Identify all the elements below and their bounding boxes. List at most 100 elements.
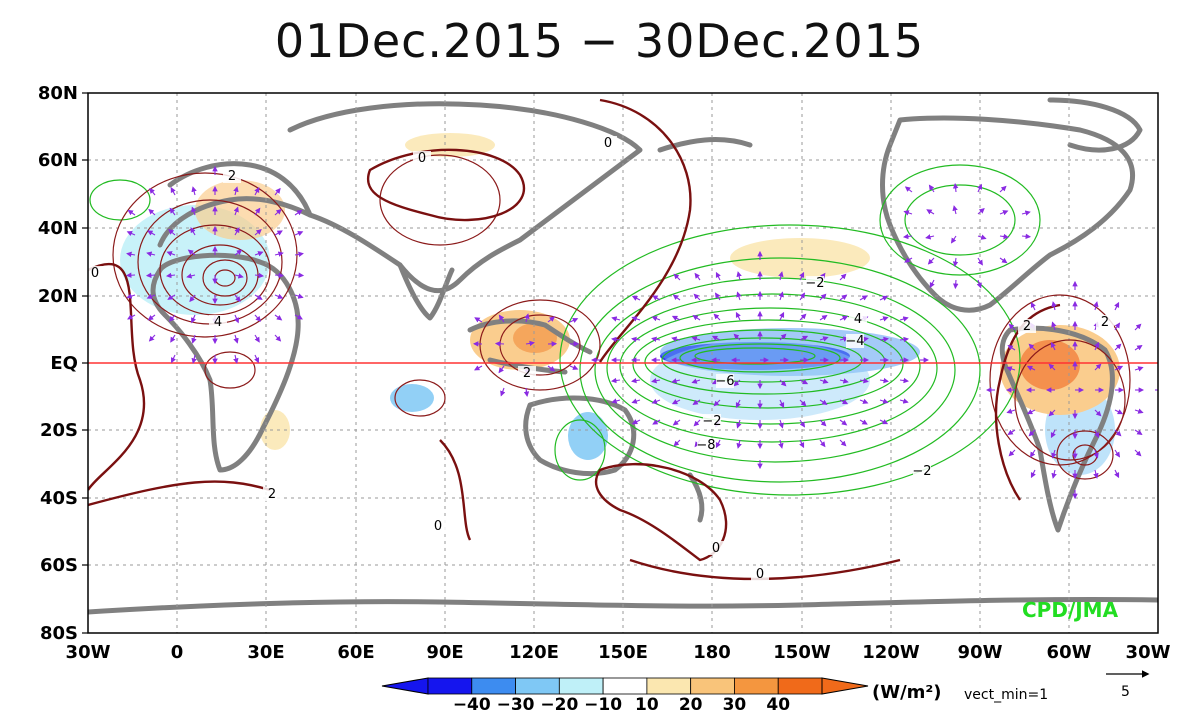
flux-vector (274, 230, 283, 236)
flux-vector (126, 231, 136, 237)
flux-vector (859, 419, 868, 425)
flux-vector (693, 293, 701, 301)
flux-vector (167, 294, 176, 300)
flux-vector (999, 210, 1009, 216)
colorbar-tick-label: −20 (540, 695, 578, 715)
lon-label: 150E (598, 642, 648, 663)
flux-vector (879, 336, 889, 343)
colorbar-high-triangle (821, 677, 869, 695)
flux-vector (233, 206, 239, 216)
contour-label-bg (209, 315, 227, 329)
contour-label: 2 (228, 169, 236, 184)
flux-vector (631, 419, 641, 425)
flux-vector (879, 398, 889, 404)
map-title: 01Dec.2015 − 30Dec.2015 (274, 14, 925, 68)
flux-vector (233, 334, 239, 344)
latitude-axis: 80N 60N 40N 20N EQ 20S 40S 60S 80S (38, 83, 78, 644)
flux-vector (693, 419, 701, 427)
flux-vector (547, 316, 556, 323)
flux-vector (1114, 343, 1122, 351)
contour-label-bg (913, 464, 931, 478)
flux-vector (1050, 341, 1056, 351)
flux-vector (711, 335, 721, 341)
flux-vector (274, 314, 283, 321)
lat-label: 40N (38, 218, 78, 239)
flux-vector (1048, 409, 1056, 417)
contour-label-bg (223, 169, 241, 183)
flux-vector (1094, 429, 1100, 439)
africa-outline (150, 252, 301, 473)
flux-vector (233, 314, 239, 324)
contour-label: 2 (523, 366, 531, 381)
flux-vector (168, 229, 176, 236)
flux-vector (899, 336, 910, 343)
antarctica-outline (88, 596, 1158, 615)
flux-vector (234, 249, 243, 256)
flux-vector (779, 399, 785, 409)
flux-vector (952, 205, 958, 215)
colorbar-tick-label: −30 (497, 695, 535, 715)
flux-vector (547, 365, 556, 372)
flux-vector (1093, 301, 1099, 311)
flux-vector (234, 294, 241, 303)
lon-label: 30W (1126, 642, 1171, 663)
flux-vector (879, 419, 889, 425)
flux-vector (169, 207, 176, 216)
flux-vector (1114, 449, 1121, 458)
contour-label: −2 (702, 414, 721, 429)
flux-vector (692, 399, 701, 406)
flux-vector (977, 234, 987, 240)
colorbar-tick-label: −40 (453, 695, 491, 715)
flux-vector (1093, 449, 1099, 459)
flux-vector (1051, 469, 1057, 479)
flux-vector (999, 185, 1007, 193)
flux-vector (899, 398, 909, 404)
colorbar-segment (558, 677, 604, 695)
contour-label-bg (751, 567, 769, 581)
flux-vector (735, 311, 741, 321)
flux-vector (474, 365, 483, 371)
colorbar: −40 −30 −20 −10 10 20 30 40 (381, 677, 869, 715)
lon-label: 120E (509, 642, 559, 663)
flux-vector (839, 273, 847, 281)
flux-vector (523, 387, 530, 398)
contour-label: 2 (268, 487, 276, 502)
contour-label: −8 (696, 438, 715, 453)
flux-vector (1048, 363, 1056, 371)
flux-vector (859, 398, 869, 404)
flux-vector (189, 294, 196, 303)
flux-vector (1030, 469, 1036, 479)
flux-vector (234, 273, 244, 279)
flux-vector (672, 294, 681, 301)
flux-vector (631, 316, 641, 322)
lon-label: 0 (171, 642, 184, 663)
contour-label-bg (703, 414, 721, 428)
flux-vector (166, 251, 176, 257)
lon-label: 60E (337, 642, 374, 663)
flux-vector (274, 334, 282, 342)
flux-vector (1006, 366, 1016, 372)
flux-vector (254, 229, 262, 236)
contour-label-bg (716, 374, 734, 388)
lon-label: 120W (862, 642, 920, 663)
flux-vector (631, 377, 641, 384)
flux-vector (294, 231, 304, 237)
flux-vector (977, 183, 983, 193)
zero-contours (88, 98, 1061, 581)
flux-vector (899, 377, 910, 384)
colorbar-tick-label: 30 (723, 695, 747, 715)
flux-vector (294, 251, 304, 258)
flux-vector (233, 186, 239, 196)
flux-vector (234, 227, 240, 236)
contour-label-bg (518, 366, 536, 380)
flux-vector (126, 251, 136, 258)
flux-vector (651, 378, 661, 384)
lat-label: 80N (38, 83, 78, 104)
shade-negative-australia-east (568, 412, 608, 460)
flux-vector (799, 271, 805, 281)
contour-label: 2 (1101, 315, 1109, 330)
shade-positive-europe (195, 180, 285, 240)
flux-vector (274, 293, 284, 299)
flux-vector (127, 314, 136, 320)
